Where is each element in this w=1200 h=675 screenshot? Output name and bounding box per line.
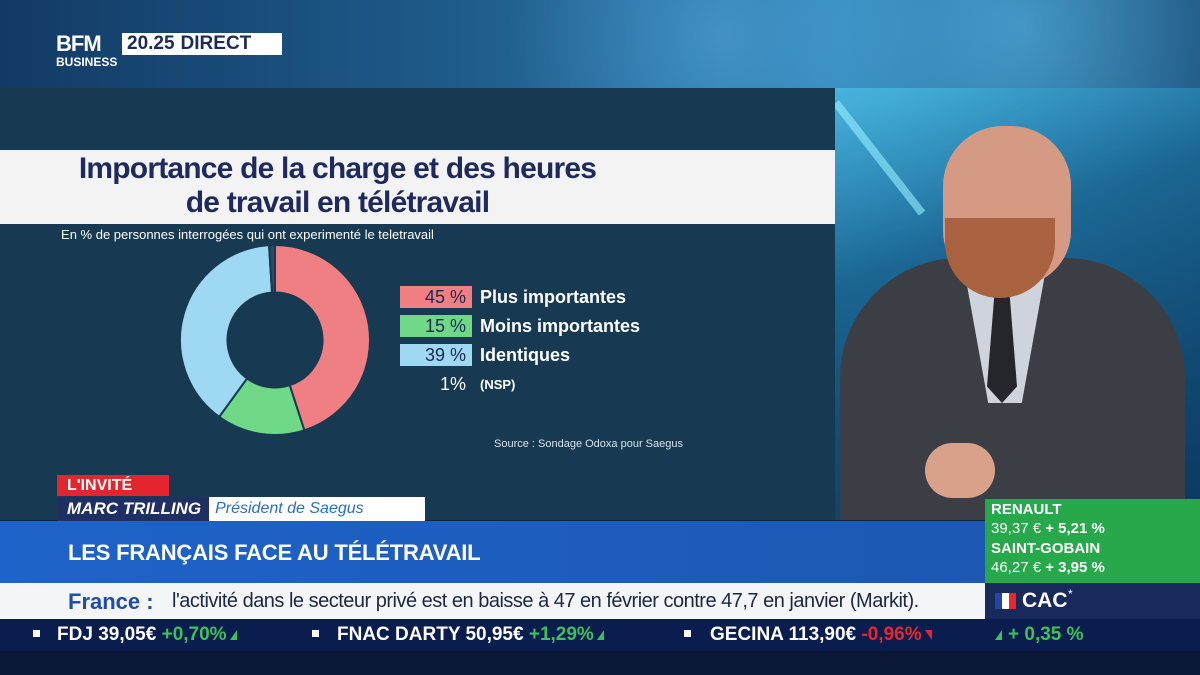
flag-white <box>1002 593 1009 609</box>
stock-price-renault: 39,37 € <box>991 520 1042 537</box>
ticker-name: FDJ <box>57 624 93 645</box>
stock-name-renault: RENAULT <box>991 501 1062 518</box>
logo-bfm: BFM <box>56 31 102 56</box>
donut-chart <box>179 243 371 436</box>
clock-time: 20.25 <box>127 33 175 54</box>
arrow-up-icon <box>995 630 1002 640</box>
ticker-item-gecina: GECINA 113,90€ -0,96% <box>710 624 932 646</box>
legend-label-nsp: (NSP) <box>480 376 516 392</box>
guest-name: MARC TRILLING <box>57 497 210 521</box>
arrow-up-icon <box>229 630 237 640</box>
ticker-change: +0,70% <box>161 624 227 645</box>
legend-row-more: 45 % Plus importantes <box>400 285 626 309</box>
live-label: DIRECT <box>180 33 252 54</box>
flag-red <box>1009 593 1016 609</box>
arrow-down-icon <box>924 629 932 640</box>
donut-slice-3 <box>267 243 276 294</box>
news-text: l'activité dans le secteur privé est en … <box>172 590 919 612</box>
ticker-bullet <box>33 630 40 637</box>
headline-bar <box>0 521 985 583</box>
legend-pct-more: 45 % <box>400 286 472 308</box>
stock-quote-renault: 39,37 € + 5,21 % <box>991 520 1105 537</box>
bottom-band <box>0 651 1200 675</box>
guest-bar: MARC TRILLING Président de Saegus <box>57 497 425 521</box>
legend-pct-nsp: 1% <box>439 373 466 394</box>
clock-box: 20.25 DIRECT <box>122 33 282 55</box>
ticker-name: FNAC DARTY <box>337 624 461 645</box>
ticker-item-fdj: FDJ 39,05€ +0,70% <box>57 624 237 646</box>
channel-logo: BFM BUSINESS <box>56 33 120 73</box>
ticker-item-fnac-darty: FNAC DARTY 50,95€ +1,29% <box>337 624 604 646</box>
ticker-name: GECINA <box>710 624 784 645</box>
stock-quote-saint-gobain: 46,27 € + 3,95 % <box>991 559 1105 576</box>
index-change-value: + 0,35 % <box>1008 624 1084 645</box>
arrow-up-icon <box>596 630 604 640</box>
legend-label-same: Identiques <box>480 345 571 365</box>
title-band: Importance de la charge et des heures de… <box>0 150 835 224</box>
ticker-bullet <box>312 630 319 637</box>
chart-source: Source : Sondage Odoxa pour Saegus <box>494 438 683 450</box>
donut-slice-0 <box>274 243 371 432</box>
index-box <box>985 583 1200 619</box>
donut-slice-2 <box>179 244 274 419</box>
legend-label-less: Moins importantes <box>480 316 641 336</box>
ticker-price: 113,90€ <box>788 624 857 645</box>
headline: LES FRANÇAIS FACE AU TÉLÉTRAVAIL <box>68 540 481 565</box>
flag-blue <box>995 593 1002 609</box>
stock-name-saint-gobain: SAINT-GOBAIN <box>991 540 1101 557</box>
legend-pct-same: 39 % <box>400 344 472 366</box>
index-change: + 0,35 % <box>995 624 1084 646</box>
guest-role: Président de Saegus <box>215 500 364 517</box>
stocks-panel <box>985 499 1200 583</box>
guest-hand <box>925 443 995 498</box>
chart-subtitle: En % de personnes interrogées qui ont ex… <box>61 227 434 242</box>
ticker-price: 50,95€ <box>465 624 524 645</box>
guest-tag: L'INVITÉ <box>57 475 169 496</box>
stock-price-saint-gobain: 46,27 € <box>991 559 1042 576</box>
legend-row-nsp: 1% (NSP) <box>400 372 515 396</box>
chart-title-line1: Importance de la charge et des heures <box>78 152 597 185</box>
legend-row-same: 39 % Identiques <box>400 343 570 367</box>
index-name: CAC <box>1022 589 1068 612</box>
legend-label-more: Plus importantes <box>480 287 627 307</box>
france-flag-icon <box>995 593 1016 609</box>
infographic-panel: Importance de la charge et des heures de… <box>0 88 835 520</box>
legend-pct-less: 15 % <box>400 315 472 337</box>
studio-light <box>835 100 926 216</box>
ticker-change: +1,29% <box>528 624 594 645</box>
stock-change-saint-gobain: + 3,95 % <box>1045 559 1105 576</box>
ticker-change: -0,96% <box>861 624 922 645</box>
news-label: France : <box>68 589 154 614</box>
studio-camera <box>835 88 1200 520</box>
index-change-box <box>985 619 1200 651</box>
chart-title-line2: de travail en télétravail <box>185 186 490 219</box>
ticker-bullet <box>684 630 691 637</box>
news-bar <box>0 583 985 619</box>
ticker-price: 39,05€ <box>98 624 157 645</box>
index-star: * <box>1068 587 1073 601</box>
legend-row-less: 15 % Moins importantes <box>400 314 640 338</box>
market-ticker <box>0 619 985 651</box>
stock-change-renault: + 5,21 % <box>1045 520 1105 537</box>
logo-business: BUSINESS <box>56 55 118 69</box>
